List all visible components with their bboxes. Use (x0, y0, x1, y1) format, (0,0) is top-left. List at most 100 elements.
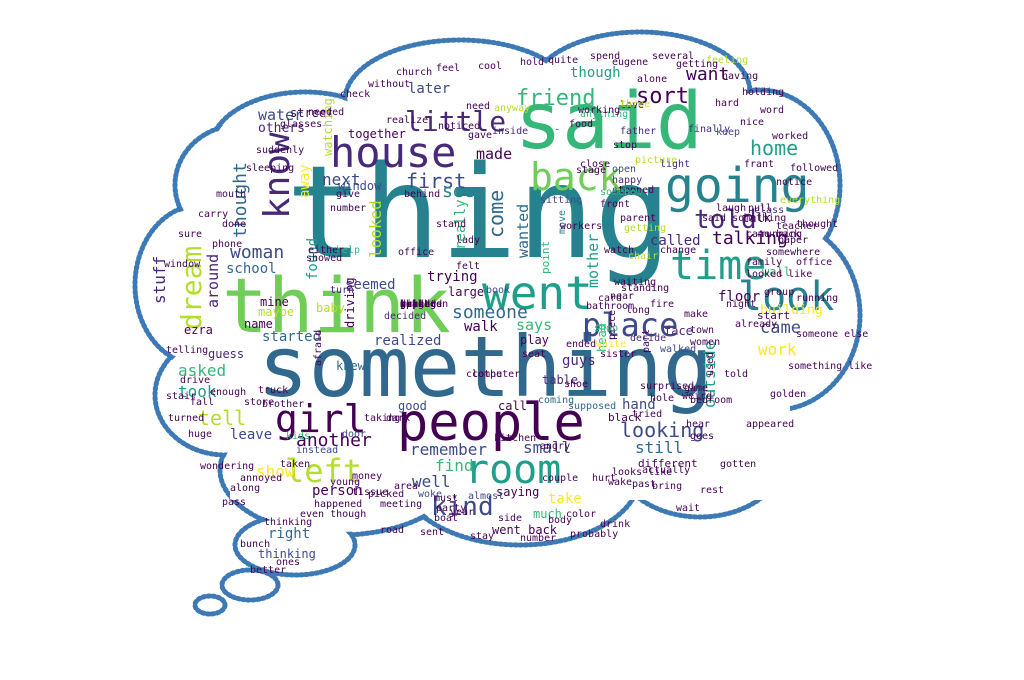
word: school (226, 261, 277, 277)
word: water (258, 106, 304, 124)
word: young (330, 477, 361, 488)
word: sent (420, 527, 445, 538)
word: stand (436, 219, 467, 230)
word: standing (621, 283, 670, 294)
word: pull (748, 203, 773, 214)
word: seat (522, 349, 547, 360)
word: make (684, 309, 709, 320)
word: shop (594, 323, 619, 334)
word: want (686, 64, 730, 85)
word: hard (715, 98, 740, 109)
word: telling (166, 345, 209, 356)
word: food (569, 119, 594, 130)
word: walk (464, 319, 498, 335)
word: number (330, 203, 367, 214)
word: sound (400, 299, 431, 310)
word: away (297, 164, 313, 198)
word: fall (190, 397, 215, 408)
word: hand (622, 397, 656, 413)
word: surprised (640, 381, 695, 392)
word: around (204, 253, 222, 308)
word: left (285, 452, 363, 490)
word: check (340, 89, 371, 100)
word: window (338, 179, 382, 193)
word: pulled (400, 299, 437, 310)
word: said (515, 77, 703, 167)
word: keep (716, 127, 741, 138)
word: eugene (612, 57, 649, 68)
word: wanted (514, 203, 532, 258)
word: side (498, 513, 523, 524)
word: decided (384, 311, 427, 322)
word: meeting (380, 499, 423, 510)
word: together (348, 127, 406, 141)
word: point (539, 240, 552, 274)
word: says (516, 316, 553, 334)
word: hurt (592, 473, 617, 484)
word: house (330, 128, 457, 177)
word: door (342, 429, 367, 440)
word: computer (472, 369, 521, 380)
word: told (694, 205, 757, 235)
word: game (684, 383, 709, 394)
word: several (652, 51, 695, 62)
word: church (396, 67, 433, 78)
word: thing (286, 139, 672, 288)
word: bought (400, 299, 437, 310)
word: parent (620, 213, 657, 224)
word: though (570, 65, 621, 81)
word: must (434, 493, 459, 504)
word: sister (600, 349, 637, 360)
word: having (722, 71, 759, 82)
word: body (548, 515, 573, 526)
word: started (262, 329, 322, 345)
word: clothe (466, 369, 503, 380)
word: holding (742, 87, 785, 98)
word: thinking (264, 517, 313, 528)
word: part (641, 328, 652, 353)
word: saying (496, 485, 540, 499)
word: something like (788, 361, 873, 372)
word: almost (468, 491, 505, 502)
word: ones (276, 557, 301, 568)
word: first (406, 169, 467, 193)
word: coming (538, 395, 575, 406)
word: take (548, 491, 582, 507)
word: finally (688, 124, 731, 135)
word: give (336, 189, 361, 200)
word: instead (296, 445, 339, 456)
word: come (484, 189, 508, 238)
word: well (412, 472, 451, 491)
word: room (465, 447, 562, 493)
word: came (760, 318, 801, 338)
word: showed (306, 253, 343, 264)
word: ezra (184, 323, 213, 337)
word: workers (560, 221, 603, 232)
word: turn (330, 285, 355, 296)
word: worked (772, 131, 809, 142)
word: said something (702, 213, 787, 224)
word: knew (336, 359, 365, 373)
word: friend (516, 86, 596, 111)
word: lady (456, 235, 481, 246)
word: gone (400, 299, 425, 310)
word: came back (746, 229, 801, 240)
word: home (750, 136, 799, 160)
word: picture (635, 155, 678, 166)
word: drink (600, 519, 631, 530)
word: truck (258, 385, 289, 396)
word: number (520, 533, 557, 544)
word: rest (700, 485, 725, 496)
word: close (580, 159, 611, 170)
word: guess (208, 347, 245, 361)
word: store (244, 397, 275, 408)
word: taking (364, 413, 401, 424)
word: thinking (258, 547, 316, 561)
word: talk (742, 211, 771, 225)
word: thought (796, 219, 839, 230)
word: others (258, 121, 305, 136)
word: baby (316, 301, 345, 315)
word: tried (632, 409, 663, 420)
word: stopped (612, 185, 655, 196)
word: somewhere (766, 247, 821, 258)
